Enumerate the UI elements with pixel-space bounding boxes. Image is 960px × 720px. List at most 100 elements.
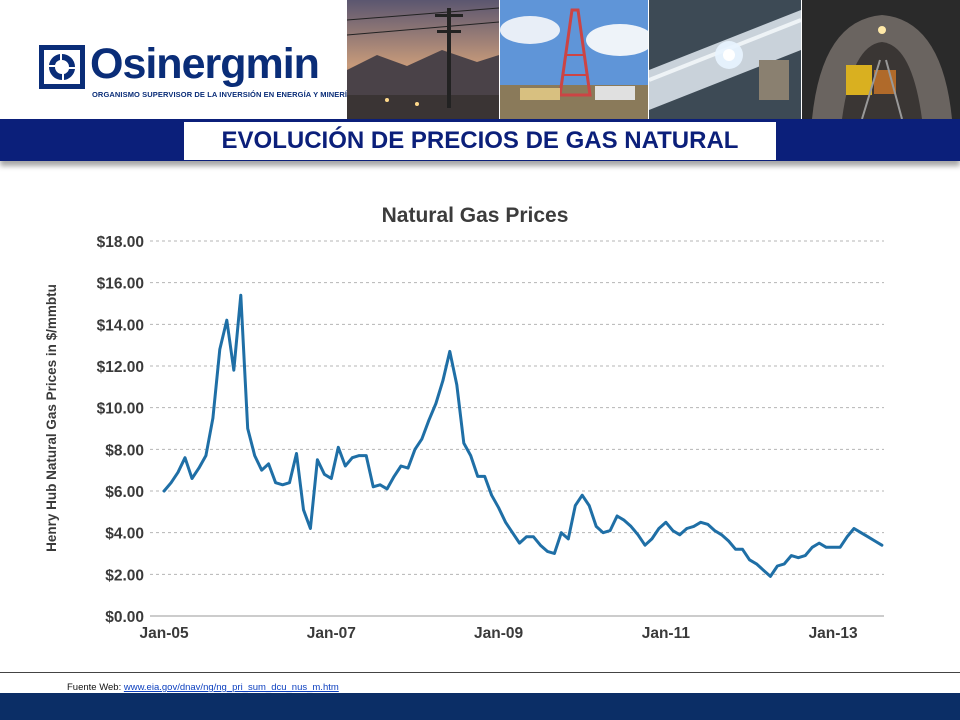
data-point [615,514,619,518]
data-point [302,508,305,511]
y-tick-label: $16.00 [97,276,144,293]
data-point [608,529,612,532]
data-point [378,483,382,486]
data-point [601,531,605,534]
logo-wordmark: Osinergmin [90,40,320,88]
y-axis-label: Henry Hub Natural Gas Prices in $/mmbtu [44,284,59,552]
source-link[interactable]: www.eia.gov/dnav/ng/ng_pri_sum_dcu_nus_m… [123,682,339,693]
grid-lines [150,240,884,575]
data-point [845,535,849,538]
data-point [197,466,201,470]
data-point [567,537,570,541]
data-point [204,454,208,457]
data-point [323,473,326,476]
data-point [560,531,563,534]
data-point [783,562,786,566]
data-point [372,485,375,488]
data-point [274,481,277,484]
data-point [678,533,681,536]
data-point [692,525,695,528]
data-point [455,383,458,386]
data-point [281,483,284,486]
data-point [818,541,821,545]
data-point [581,494,584,497]
data-point [511,531,514,534]
data-point [769,575,772,578]
data-point [434,402,438,405]
power-lines-sunset-photo [347,0,499,119]
data-point [629,525,633,528]
data-point [713,529,716,532]
data-point [859,531,863,534]
data-point [776,564,779,568]
data-point [664,521,668,524]
data-point [657,527,661,530]
data-point [831,546,835,549]
data-point [183,456,187,459]
x-tick-label: Jan-11 [642,625,691,642]
data-point [706,523,709,526]
data-point [358,454,361,457]
data-point [476,475,479,478]
data-point [636,533,640,536]
data-point [365,454,368,457]
data-point [532,535,535,538]
data-point [176,471,180,474]
data-point [246,427,249,430]
pipeline-welding-photo [649,0,801,119]
y-tick-label: $14.00 [97,317,144,334]
data-point [525,535,528,538]
y-tick-label: $10.00 [97,401,144,418]
y-tick-label: $2.00 [105,567,144,584]
y-tick-label: $4.00 [105,526,144,543]
osinergmin-logo: Osinergmin ORGANISMO SUPERVISOR DE LA IN… [38,40,353,102]
data-point [316,458,319,461]
data-point [497,506,500,509]
data-point [448,350,451,353]
title-bar: EVOLUCIÓN DE PRECIOS DE GAS NATURAL [0,119,960,161]
data-point [295,452,298,455]
data-point [671,529,674,532]
data-point [595,525,598,528]
source-label: Fuente Web: [67,682,122,693]
data-point [267,462,270,466]
data-point [790,554,793,557]
data-point [685,527,688,530]
data-point [622,519,626,522]
data-point [720,533,723,536]
y-tick-label: $12.00 [97,359,144,376]
data-point [804,554,807,557]
data-point [588,504,591,507]
source-citation: Fuente Web: www.eia.gov/dnav/ng/ng_pri_s… [67,682,339,693]
data-point [880,544,884,547]
x-axis-ticks: Jan-05 Jan-07 Jan-09 Jan-11 Jan-13 [140,625,859,642]
data-point [462,441,465,445]
y-tick-label: $0.00 [105,609,144,626]
drilling-rig-photo [500,0,648,119]
data-point [427,419,431,422]
data-point [546,550,549,553]
data-point [553,552,556,555]
data-point [309,527,312,530]
x-tick-label: Jan-07 [307,625,356,642]
data-point [225,319,228,322]
mine-tunnel-photo [802,0,960,119]
header: Osinergmin ORGANISMO SUPERVISOR DE LA IN… [0,0,960,119]
data-point [755,562,758,566]
data-point [483,475,486,478]
data-point [873,539,877,543]
data-point [253,454,256,457]
data-point [504,521,507,524]
data-point [162,489,166,493]
data-point [748,558,751,561]
data-point [650,537,654,541]
data-point [406,466,410,470]
data-point [852,527,856,530]
source-line: Fuente Web: www.eia.gov/dnav/ng/ng_pri_s… [0,672,960,694]
data-point [169,481,173,484]
data-point [344,464,347,468]
data-point [190,477,194,480]
data-point [762,569,765,572]
data-point [811,546,814,549]
data-point [351,456,354,459]
